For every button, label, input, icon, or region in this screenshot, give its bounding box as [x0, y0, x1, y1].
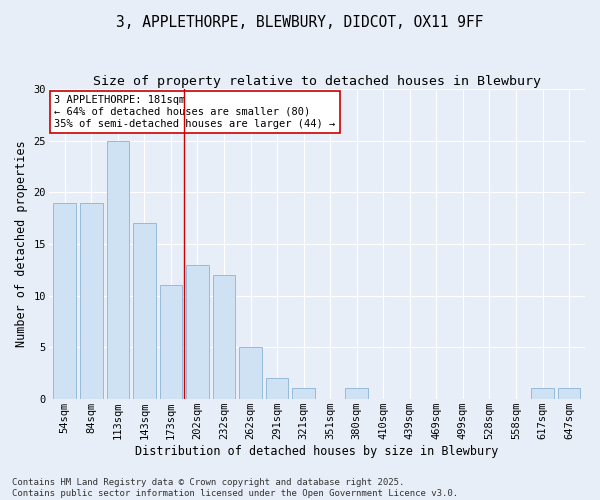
X-axis label: Distribution of detached houses by size in Blewbury: Distribution of detached houses by size … [135, 444, 499, 458]
Bar [160, 285, 182, 399]
Bar [186, 264, 209, 398]
Bar [266, 378, 289, 398]
Bar [531, 388, 554, 398]
Bar [107, 141, 129, 399]
Text: 3 APPLETHORPE: 181sqm
← 64% of detached houses are smaller (80)
35% of semi-deta: 3 APPLETHORPE: 181sqm ← 64% of detached … [54, 96, 335, 128]
Bar [558, 388, 580, 398]
Bar [53, 202, 76, 398]
Bar [292, 388, 315, 398]
Bar [213, 275, 235, 398]
Bar [80, 202, 103, 398]
Bar [239, 347, 262, 399]
Title: Size of property relative to detached houses in Blewbury: Size of property relative to detached ho… [93, 75, 541, 88]
Text: Contains HM Land Registry data © Crown copyright and database right 2025.
Contai: Contains HM Land Registry data © Crown c… [12, 478, 458, 498]
Text: 3, APPLETHORPE, BLEWBURY, DIDCOT, OX11 9FF: 3, APPLETHORPE, BLEWBURY, DIDCOT, OX11 9… [116, 15, 484, 30]
Bar [346, 388, 368, 398]
Bar [133, 224, 155, 398]
Y-axis label: Number of detached properties: Number of detached properties [15, 140, 28, 347]
